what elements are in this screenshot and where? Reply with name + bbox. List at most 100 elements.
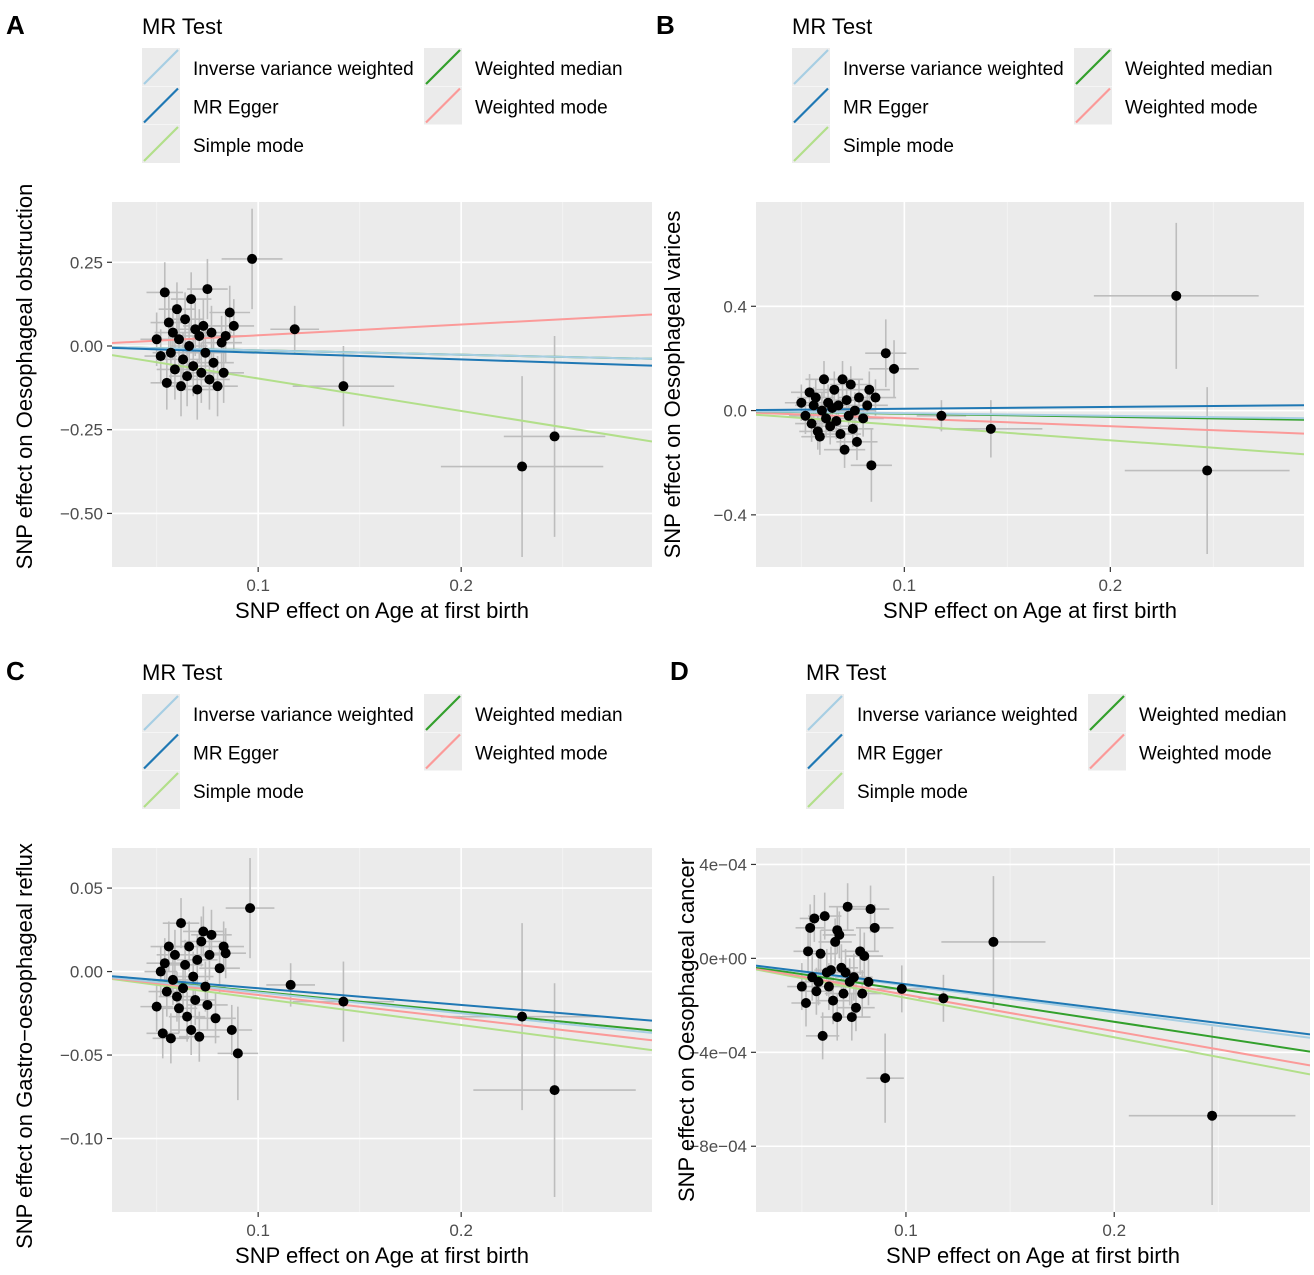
x-tick-label: 0.1: [246, 576, 270, 595]
data-point: [198, 926, 209, 937]
data-point: [204, 374, 215, 385]
data-point: [210, 1013, 221, 1024]
data-point: [224, 307, 235, 318]
data-point: [218, 367, 229, 378]
data-point: [549, 431, 560, 442]
data-point: [854, 392, 865, 403]
axes: 0.1 0.2 0.05 0.00 −0.05 −0.10 SNP effect on Ag…: [12, 843, 529, 1268]
data-point: [184, 340, 195, 351]
y-tick-label: 0.0: [723, 402, 747, 421]
data-point: [845, 379, 856, 390]
legend-item-ivw: Inverse variance weighted: [142, 694, 414, 732]
data-point: [186, 294, 197, 305]
legend-key-line: [143, 695, 179, 731]
legend-item-ivw: Inverse variance weighted: [792, 48, 1064, 86]
axes: 0.1 0.2 0.4 0.0 −0.4 SNP effect on Age at fir…: [660, 211, 1177, 623]
data-point: [1202, 465, 1213, 476]
legend-item-label: MR Egger: [193, 98, 279, 119]
data-point: [866, 460, 877, 471]
y-tick-label: −0.10: [60, 1130, 103, 1149]
data-point: [859, 951, 870, 962]
x-axis-title: SNP effect on Age at first birth: [883, 598, 1177, 623]
data-point: [896, 983, 907, 994]
data-point: [805, 922, 816, 933]
legend-key-line: [143, 87, 179, 124]
legend-title: MR Test: [142, 660, 222, 685]
data-point: [864, 384, 875, 395]
data-point: [825, 965, 836, 976]
regression-line-simple_mode: [756, 968, 1310, 1076]
legend-key-line: [793, 126, 829, 162]
panel-B: B MR Test Inverse variance weighted MR Egge…: [656, 10, 1304, 623]
legend-item-label: Weighted mode: [1139, 744, 1272, 765]
data-point: [828, 995, 839, 1006]
legend-title: MR Test: [142, 14, 222, 39]
data-point: [176, 918, 187, 929]
data-point: [832, 1012, 843, 1023]
regression-line-simple_mode: [112, 978, 652, 1052]
data-point: [819, 911, 830, 922]
legend-key-line: [143, 49, 179, 85]
data-point: [171, 991, 182, 1002]
legend-item-label: Inverse variance weighted: [843, 59, 1064, 80]
data-point: [184, 941, 195, 952]
data-point: [200, 347, 211, 358]
data-point: [161, 986, 172, 997]
data-point: [173, 1003, 184, 1014]
data-point: [835, 429, 846, 440]
data-point: [182, 1011, 193, 1022]
legend-item-wmode: Weighted mode: [1074, 86, 1258, 125]
data-point: [161, 377, 172, 388]
data-point: [202, 284, 213, 295]
legend-item-wmode: Weighted mode: [424, 86, 608, 125]
legend-item-simple_mode: Simple mode: [792, 125, 954, 163]
legend-item-label: Weighted median: [1139, 705, 1287, 726]
legend-key-line: [1075, 49, 1111, 85]
data-point: [831, 416, 842, 426]
panel-D: D MR Test Inverse variance weighted MR Egge…: [670, 656, 1310, 1268]
y-tick-label: −8e−04: [689, 1137, 747, 1156]
data-point: [171, 304, 182, 315]
legend-key-line: [807, 695, 843, 731]
data-point: [157, 1028, 168, 1039]
x-tick-label: 0.2: [449, 1221, 473, 1240]
data-point: [829, 384, 840, 395]
data-point: [151, 1001, 162, 1012]
y-tick-label: 0.05: [70, 879, 103, 898]
panel-tag: C: [6, 656, 25, 686]
data-point: [186, 1025, 197, 1035]
x-tick-label: 0.2: [1099, 576, 1123, 595]
legend-item-simple_mode: Simple mode: [142, 125, 304, 163]
data-point: [212, 381, 223, 392]
plot-content: [756, 222, 1304, 554]
legend-key-line: [1075, 87, 1111, 124]
y-tick-label: −0.05: [60, 1046, 103, 1065]
data-point: [226, 1025, 237, 1035]
data-point: [285, 979, 296, 990]
data-point: [163, 941, 174, 952]
data-point: [169, 364, 180, 375]
legend-item-label: Simple mode: [857, 782, 968, 803]
legend-key-line: [807, 772, 843, 808]
legend-item-label: Weighted mode: [475, 744, 608, 765]
legend-item-simple_mode: Simple mode: [142, 771, 304, 809]
data-point: [815, 948, 826, 959]
data-point: [289, 324, 300, 335]
data-point: [880, 1073, 891, 1084]
axes: 0.1 0.2 0.25 0.00 −0.25 −0.50 SNP effect on Ag…: [12, 184, 529, 623]
y-axis-title: SNP effect on Gastro−oesophageal reflux: [12, 843, 37, 1249]
legend-key-line: [793, 49, 829, 85]
data-point: [517, 461, 528, 472]
data-point: [173, 334, 184, 345]
legend-title: MR Test: [806, 660, 886, 685]
x-axis-title: SNP effect on Age at first birth: [886, 1243, 1180, 1268]
plot-content: [112, 208, 652, 557]
data-point: [858, 413, 869, 424]
data-point: [988, 936, 999, 947]
y-tick-label: −0.4: [713, 506, 747, 525]
data-point: [811, 986, 822, 997]
legend: MR Test Inverse variance weighted MR Egger…: [792, 14, 1273, 163]
x-tick-label: 0.2: [449, 576, 473, 595]
data-point: [936, 410, 947, 421]
